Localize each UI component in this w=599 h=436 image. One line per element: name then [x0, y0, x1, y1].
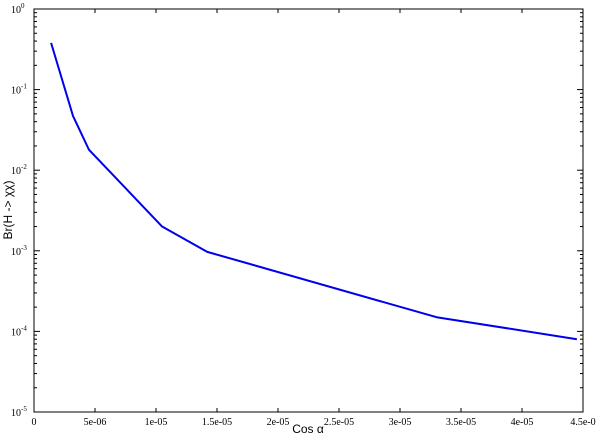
x-tick-label: 3.5e-05: [446, 417, 476, 428]
x-tick-label: 1e-05: [145, 417, 168, 428]
series-layer: [50, 42, 578, 341]
x-tick-label: 3e-05: [389, 417, 412, 428]
x-tick-label: 4e-05: [511, 417, 534, 428]
y-tick-exponent: -4: [21, 324, 27, 332]
y-tick-label: 10: [11, 86, 21, 97]
x-tick-label: 2e-05: [267, 417, 290, 428]
y-tick-label: 10: [11, 327, 21, 338]
y-axis-title: Br(H -> χχ): [1, 181, 15, 240]
x-tick-label: 5e-06: [84, 417, 107, 428]
x-axis-title: Cos α: [292, 422, 324, 436]
y-tick-exponent: 0: [21, 2, 25, 10]
y-tick-label: 10: [11, 166, 21, 177]
y-tick-exponent: -2: [21, 163, 27, 171]
x-tick-label: 2.5e-05: [324, 417, 354, 428]
y-tick-label: 10: [11, 5, 21, 16]
y-tick-exponent: -3: [21, 244, 27, 252]
y-tick-label: 10: [11, 247, 21, 258]
axis-ticks: 0 5e-06 1e-05 1.5e-05 2e-05 2.5e-05 3e-05 3.5e-…: [11, 2, 596, 428]
series-line: [50, 42, 578, 341]
x-tick-label: 4.5e-0: [570, 417, 595, 428]
y-tick-exponent: -5: [21, 405, 27, 413]
y-tick-label: 10: [11, 408, 21, 419]
y-tick-exponent: -1: [21, 83, 27, 91]
x-tick-label: 1.5e-05: [202, 417, 232, 428]
x-tick-label: 0: [32, 417, 37, 428]
plot-area: [33, 8, 584, 413]
